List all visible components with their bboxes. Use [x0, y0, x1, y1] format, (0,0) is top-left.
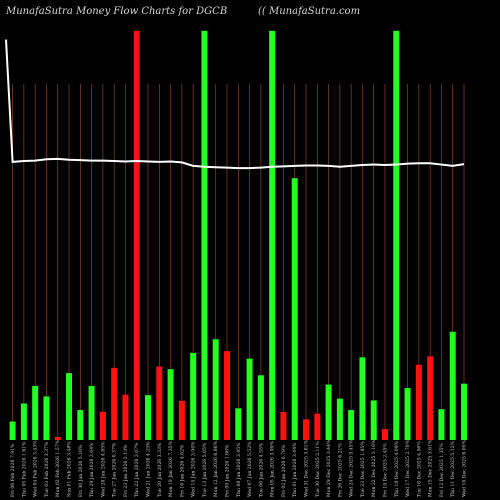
x-tick-label: Wed 28 Jan 2026 4.85% — [100, 441, 106, 497]
x-tick-label: Thu 18 Dec 2025 4.09% — [394, 440, 400, 497]
x-tick-label: Tue 03 Feb 2026 3.37% — [44, 441, 50, 497]
x-tick-label: Tue 16 Dec 2025 4.56% — [416, 441, 422, 497]
x-tick-label: Mon 22 Dec 2025 3.16% — [371, 439, 377, 497]
chart-watermark: (( MunafaSutra.com — [258, 6, 360, 17]
x-tick-label: Fri 12 Dec 2025 1.35% — [439, 443, 445, 497]
bar-21 — [235, 408, 242, 440]
bar-36 — [404, 388, 411, 440]
bar-31 — [348, 410, 355, 440]
bar-38 — [427, 356, 434, 440]
bar-9 — [99, 411, 106, 440]
bar-15 — [167, 369, 174, 440]
x-tick-label: Fri 06 Feb 2026 7.91% — [10, 443, 16, 497]
x-tick-label: Wed 14 Jan 2026 3.94% — [191, 441, 197, 497]
x-tick-label: Thu 05 Feb 2026 1.61% — [21, 441, 27, 497]
x-tick-label: Mon 29 Dec 2025 3.44% — [326, 439, 332, 497]
bar-11 — [122, 394, 129, 440]
x-tick-label: Tue 06 Jan 2026 4.55% — [258, 442, 264, 497]
bar-23 — [257, 375, 264, 440]
bar-29 — [325, 384, 332, 440]
x-tick-labels: Fri 06 Feb 2026 7.91% Thu 05 Feb 2026 1.6… — [10, 439, 467, 497]
x-tick-label: Sun 01 Feb 2026 3.48% — [67, 441, 73, 497]
bar-37 — [415, 364, 422, 440]
bar-26 — [291, 178, 298, 440]
bar-32 — [359, 357, 366, 440]
x-tick-label: Mon 12 Jan 2026 6.86% — [213, 440, 219, 497]
bar-10 — [111, 367, 118, 440]
bar-8 — [88, 385, 95, 440]
x-tick-label: Fri 26 Dec 2025 6.21% — [337, 443, 343, 497]
bar-14 — [156, 366, 163, 440]
bar-22 — [246, 358, 253, 440]
bar-7 — [77, 410, 84, 440]
x-tick-label: Thu 11 Dec 2025 5.12% — [450, 440, 456, 497]
price-line — [5, 39, 465, 170]
bar-40 — [449, 331, 456, 440]
bar-4 — [43, 396, 50, 440]
price-line-series — [5, 39, 465, 170]
bar-27 — [303, 419, 310, 440]
bar-24 — [269, 30, 276, 441]
x-tick-label: Mon 02 Feb 2026 1.57% — [55, 439, 61, 497]
x-tick-label: Wed 24 Dec 2025 5.45% — [349, 439, 355, 497]
bar-16 — [178, 400, 185, 440]
x-tick-label: Wed 10 Dec 2025 6.05% — [462, 439, 468, 497]
bar-series — [9, 30, 467, 441]
bar-5 — [54, 436, 61, 440]
x-tick-label: Fri 19 Dec 2025 2.45% — [383, 443, 389, 497]
x-tick-label: Thu 08 Jan 2026 3.45% — [236, 442, 242, 497]
x-tick-label: Thu 01 Jan 2026 3.44% — [292, 442, 298, 497]
bar-17 — [190, 352, 197, 440]
x-tick-label: Tue 30 Dec 2025 2.11% — [315, 441, 321, 497]
bar-12 — [133, 30, 140, 441]
x-tick-label: Tue 27 Jan 2026 0.37% — [112, 442, 118, 497]
x-tick-label: Mon 19 Jan 2026 7.35% — [168, 440, 174, 497]
x-tick-label: Fri 16 Jan 2026 4.62% — [179, 444, 185, 497]
chart-title: MunafaSutra Money Flow Charts for DGCB — [5, 6, 227, 17]
bar-39 — [438, 409, 445, 440]
bar-41 — [461, 383, 467, 440]
x-tick-label: Tue 23 Dec 2025 1.85% — [360, 441, 366, 497]
x-tick-label: Wed 07 Jan 2026 5.52% — [247, 441, 253, 497]
x-tick-label: Mon 15 Dec 2025 3.61% — [428, 439, 434, 497]
bar-19 — [212, 339, 219, 440]
x-tick-label: Tue 13 Jan 2026 5.85% — [202, 442, 208, 497]
x-tick-label: Fri 09 Jan 2026 1.66% — [225, 444, 231, 497]
x-tick-label: Wed 04 Feb 2026 3.43% — [33, 440, 39, 497]
x-tick-label: Fri 23 Jan 2026 2.13% — [123, 444, 129, 497]
bar-33 — [370, 400, 377, 440]
x-tick-label: Wed 17 Dec 2025 2.70% — [405, 439, 411, 497]
bar-35 — [393, 30, 400, 441]
bar-18 — [201, 30, 208, 441]
bar-1 — [9, 421, 16, 440]
x-tick-label: Fri 02 Jan 2026 6.78% — [281, 444, 287, 497]
x-tick-label: Thu 29 Jan 2026 2.04% — [89, 442, 95, 497]
bar-13 — [145, 395, 152, 440]
x-tick-label: Mon 05 Jan 2026 3.99% — [270, 440, 276, 497]
bar-25 — [280, 411, 287, 440]
bar-3 — [32, 385, 39, 440]
bar-6 — [66, 373, 73, 440]
bar-20 — [224, 351, 231, 440]
x-tick-label: Tue 20 Jan 2026 3.33% — [157, 442, 163, 497]
bar-28 — [314, 413, 321, 440]
x-tick-label: Wed 31 Dec 2025 3.81% — [304, 439, 310, 497]
bar-30 — [336, 398, 343, 440]
x-tick-label: Thu 22 Jan 2026 2.07% — [134, 442, 140, 497]
bar-34 — [382, 429, 389, 440]
bar-2 — [20, 403, 27, 440]
x-tick-label: Fri 30 Jan 2026 5.16% — [78, 444, 84, 497]
x-tick-label: Wed 21 Jan 2026 4.25% — [146, 441, 152, 497]
